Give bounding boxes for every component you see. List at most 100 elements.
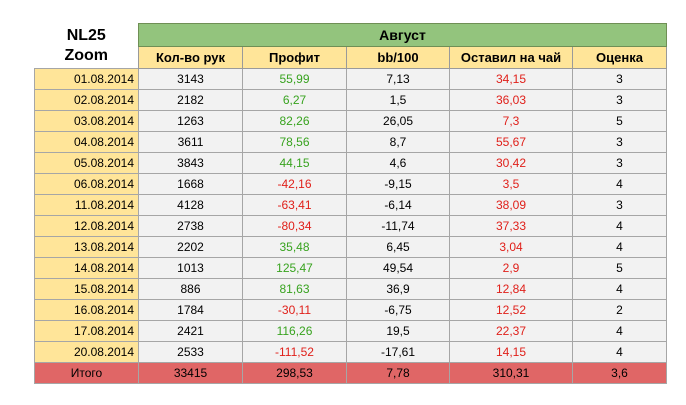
tip-cell: 7,3 <box>449 110 573 132</box>
tip-cell: 3,5 <box>449 173 573 195</box>
col-header-tip: Оставил на чай <box>449 46 573 69</box>
bb100-cell: -17,61 <box>346 341 450 363</box>
profit-cell: -42,16 <box>242 173 347 195</box>
col-header-hands: Кол-во рук <box>138 46 243 69</box>
table-row: 02.08.2014 2182 6,27 1,5 36,03 3 <box>34 89 667 111</box>
date-cell: 04.08.2014 <box>34 131 139 153</box>
tip-cell: 22,37 <box>449 320 573 342</box>
col-header-score: Оценка <box>572 46 667 69</box>
tip-cell: 12,52 <box>449 299 573 321</box>
bb100-cell: 1,5 <box>346 89 450 111</box>
bb100-cell: 19,5 <box>346 320 450 342</box>
date-cell: 13.08.2014 <box>34 236 139 258</box>
bb100-cell: 26,05 <box>346 110 450 132</box>
bb100-cell: 49,54 <box>346 257 450 279</box>
table-row: 11.08.2014 4128 -63,41 -6,14 38,09 3 <box>34 194 667 216</box>
title-line-2: Zoom <box>64 46 109 64</box>
date-cell: 11.08.2014 <box>34 194 139 216</box>
profit-cell: 44,15 <box>242 152 347 174</box>
total-tip: 310,31 <box>449 362 573 384</box>
score-cell: 4 <box>572 236 667 258</box>
date-cell: 02.08.2014 <box>34 89 139 111</box>
hands-cell: 1784 <box>138 299 243 321</box>
date-cell: 20.08.2014 <box>34 341 139 363</box>
profit-cell: 6,27 <box>242 89 347 111</box>
bb100-cell: 8,7 <box>346 131 450 153</box>
tip-cell: 12,84 <box>449 278 573 300</box>
bb100-cell: -6,75 <box>346 299 450 321</box>
hands-cell: 1263 <box>138 110 243 132</box>
score-cell: 5 <box>572 257 667 279</box>
date-cell: 16.08.2014 <box>34 299 139 321</box>
date-cell: 15.08.2014 <box>34 278 139 300</box>
bb100-cell: -6,14 <box>346 194 450 216</box>
hands-cell: 2202 <box>138 236 243 258</box>
bb100-cell: 6,45 <box>346 236 450 258</box>
total-row: Итого 33415 298,53 7,78 310,31 3,6 <box>34 362 667 384</box>
col-header-bb100: bb/100 <box>346 46 450 69</box>
tip-cell: 38,09 <box>449 194 573 216</box>
hands-cell: 3143 <box>138 68 243 90</box>
tip-cell: 30,42 <box>449 152 573 174</box>
profit-cell: -63,41 <box>242 194 347 216</box>
table-body: 01.08.2014 3143 55,99 7,13 34,15 3 02.08… <box>34 68 667 363</box>
table-row: 01.08.2014 3143 55,99 7,13 34,15 3 <box>34 68 667 90</box>
total-hands: 33415 <box>138 362 243 384</box>
hands-cell: 886 <box>138 278 243 300</box>
table-row: 12.08.2014 2738 -80,34 -11,74 37,33 4 <box>34 215 667 237</box>
tip-cell: 14,15 <box>449 341 573 363</box>
tip-cell: 55,67 <box>449 131 573 153</box>
table-row: 04.08.2014 3611 78,56 8,7 55,67 3 <box>34 131 667 153</box>
score-cell: 3 <box>572 152 667 174</box>
tip-cell: 37,33 <box>449 215 573 237</box>
score-cell: 4 <box>572 341 667 363</box>
total-bb100: 7,78 <box>346 362 450 384</box>
tip-cell: 2,9 <box>449 257 573 279</box>
date-cell: 05.08.2014 <box>34 152 139 174</box>
profit-cell: 55,99 <box>242 68 347 90</box>
bb100-cell: 7,13 <box>346 68 450 90</box>
profit-cell: 35,48 <box>242 236 347 258</box>
hands-cell: 2182 <box>138 89 243 111</box>
total-profit: 298,53 <box>242 362 347 384</box>
hands-cell: 2738 <box>138 215 243 237</box>
score-cell: 5 <box>572 110 667 132</box>
hands-cell: 2533 <box>138 341 243 363</box>
table-row: 15.08.2014 886 81,63 36,9 12,84 4 <box>34 278 667 300</box>
table-row: 05.08.2014 3843 44,15 4,6 30,42 3 <box>34 152 667 174</box>
tip-cell: 34,15 <box>449 68 573 90</box>
tip-cell: 36,03 <box>449 89 573 111</box>
date-cell: 12.08.2014 <box>34 215 139 237</box>
score-cell: 4 <box>572 215 667 237</box>
date-cell: 14.08.2014 <box>34 257 139 279</box>
total-score: 3,6 <box>572 362 667 384</box>
bb100-cell: -9,15 <box>346 173 450 195</box>
bb100-cell: 4,6 <box>346 152 450 174</box>
profit-cell: -80,34 <box>242 215 347 237</box>
score-cell: 3 <box>572 194 667 216</box>
score-cell: 3 <box>572 131 667 153</box>
month-header: Август <box>138 23 667 47</box>
results-table: NL25 Zoom Август Кол-во рук Профит bb/10… <box>34 23 667 384</box>
profit-cell: -30,11 <box>242 299 347 321</box>
date-cell: 06.08.2014 <box>34 173 139 195</box>
profit-cell: 125,47 <box>242 257 347 279</box>
table-row: 03.08.2014 1263 82,26 26,05 7,3 5 <box>34 110 667 132</box>
hands-cell: 2421 <box>138 320 243 342</box>
score-cell: 2 <box>572 299 667 321</box>
table-row: 13.08.2014 2202 35,48 6,45 3,04 4 <box>34 236 667 258</box>
hands-cell: 1013 <box>138 257 243 279</box>
table-row: 20.08.2014 2533 -111,52 -17,61 14,15 4 <box>34 341 667 363</box>
hands-cell: 1668 <box>138 173 243 195</box>
score-cell: 4 <box>572 173 667 195</box>
table-row: 16.08.2014 1784 -30,11 -6,75 12,52 2 <box>34 299 667 321</box>
date-cell: 01.08.2014 <box>34 68 139 90</box>
score-cell: 4 <box>572 278 667 300</box>
profit-cell: 116,26 <box>242 320 347 342</box>
table-row: 14.08.2014 1013 125,47 49,54 2,9 5 <box>34 257 667 279</box>
hands-cell: 4128 <box>138 194 243 216</box>
profit-cell: 78,56 <box>242 131 347 153</box>
hands-cell: 3611 <box>138 131 243 153</box>
title-line-1: NL25 <box>66 26 106 44</box>
bb100-cell: -11,74 <box>346 215 450 237</box>
